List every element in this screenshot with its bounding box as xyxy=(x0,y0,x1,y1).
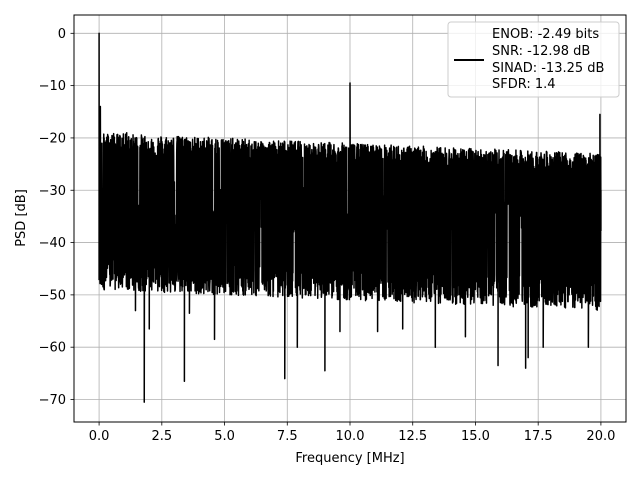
x-tick-label: 20.0 xyxy=(586,429,615,444)
legend: ENOB: -2.49 bits SNR: -12.98 dB SINAD: -… xyxy=(447,21,620,98)
x-axis-label: Frequency [MHz] xyxy=(295,451,404,466)
psd-trace xyxy=(98,32,602,403)
legend-entry-line-3: SINAD: -13.25 dB xyxy=(492,61,604,76)
x-tick-label: 5.0 xyxy=(214,429,235,444)
x-tick-label: 12.5 xyxy=(398,429,427,444)
x-axis: 0.0 2.5 5.0 7.5 10.0 12.5 15.0 17.5 20.0 xyxy=(89,422,615,444)
x-tick-label: 10.0 xyxy=(336,429,365,444)
x-tick-label: 0.0 xyxy=(89,429,110,444)
legend-entry-line-4: SFDR: 1.4 xyxy=(492,77,556,92)
y-tick-label: −60 xyxy=(39,341,66,356)
y-axis: 0 −10 −20 −30 −40 −50 −60 −70 xyxy=(39,27,74,408)
legend-entry-line-2: SNR: -12.98 dB xyxy=(492,44,590,59)
y-tick-label: −30 xyxy=(39,184,66,199)
y-tick-label: −10 xyxy=(39,79,66,94)
legend-box xyxy=(447,21,620,98)
x-tick-label: 7.5 xyxy=(277,429,298,444)
y-tick-label: −40 xyxy=(39,236,66,251)
x-tick-label: 2.5 xyxy=(151,429,172,444)
legend-entry-line-1: ENOB: -2.49 bits xyxy=(492,27,599,42)
y-tick-label: −70 xyxy=(39,393,66,408)
y-tick-label: −50 xyxy=(39,288,66,303)
y-tick-label: 0 xyxy=(58,27,66,42)
x-tick-label: 17.5 xyxy=(524,429,553,444)
y-tick-label: −20 xyxy=(39,131,66,146)
psd-line xyxy=(98,32,602,403)
y-axis-label: PSD [dB] xyxy=(14,189,29,247)
x-tick-label: 15.0 xyxy=(461,429,490,444)
